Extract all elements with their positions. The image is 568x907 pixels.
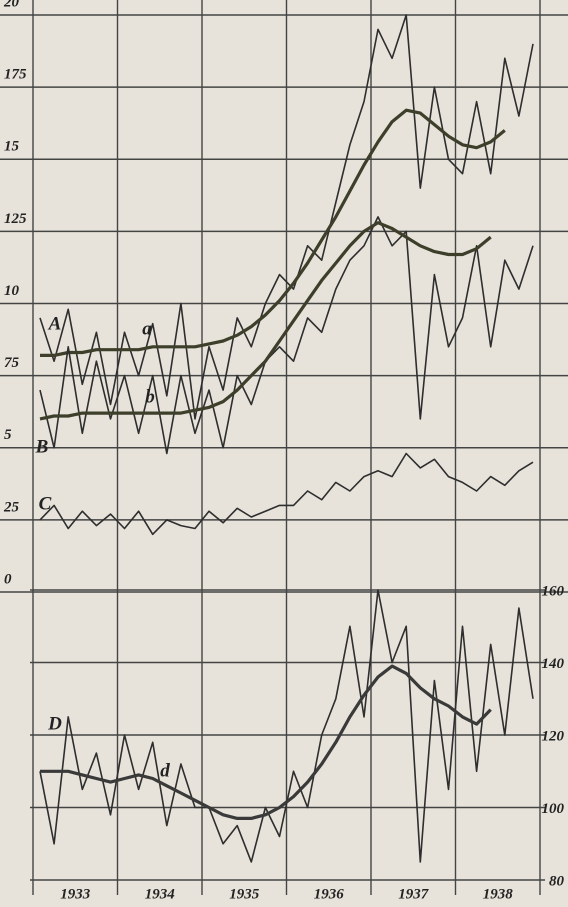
y2-tick-label: 80	[549, 873, 565, 889]
series-line	[39, 221, 492, 421]
y-tick-label: 15	[4, 139, 20, 155]
y-tick-label: 175	[4, 67, 27, 83]
series-label: B	[35, 436, 49, 457]
x-tick-label: 1937	[398, 886, 429, 902]
series-line	[40, 664, 492, 820]
series-line	[40, 108, 506, 357]
y2-tick-label: 160	[542, 583, 565, 599]
y-tick-label: 10	[4, 283, 20, 299]
series-label: C	[39, 493, 52, 514]
x-tick-label: 1933	[60, 886, 91, 902]
y2-tick-label: 140	[542, 656, 565, 672]
y-tick-label: 0	[4, 571, 12, 587]
series-line	[39, 14, 534, 420]
y2-tick-label: 120	[542, 728, 565, 744]
x-tick-label: 1934	[145, 886, 176, 902]
series-line	[39, 452, 534, 536]
y-tick-label: 25	[3, 499, 20, 515]
series-label: A	[48, 313, 62, 334]
series-label: D	[47, 713, 62, 734]
x-tick-label: 1936	[314, 886, 345, 902]
series-label: a	[142, 318, 152, 339]
series-line	[39, 216, 534, 455]
x-tick-label: 1938	[483, 886, 514, 902]
y-tick-label: 5	[4, 427, 12, 443]
x-tick-label: 1935	[229, 886, 260, 902]
y-tick-label: 125	[4, 211, 27, 227]
y2-tick-label: 100	[542, 801, 565, 817]
series-label: d	[160, 760, 170, 781]
y-tick-label: 75	[4, 355, 20, 371]
series-label: b	[145, 386, 155, 407]
y-tick-label: 20	[3, 0, 20, 10]
